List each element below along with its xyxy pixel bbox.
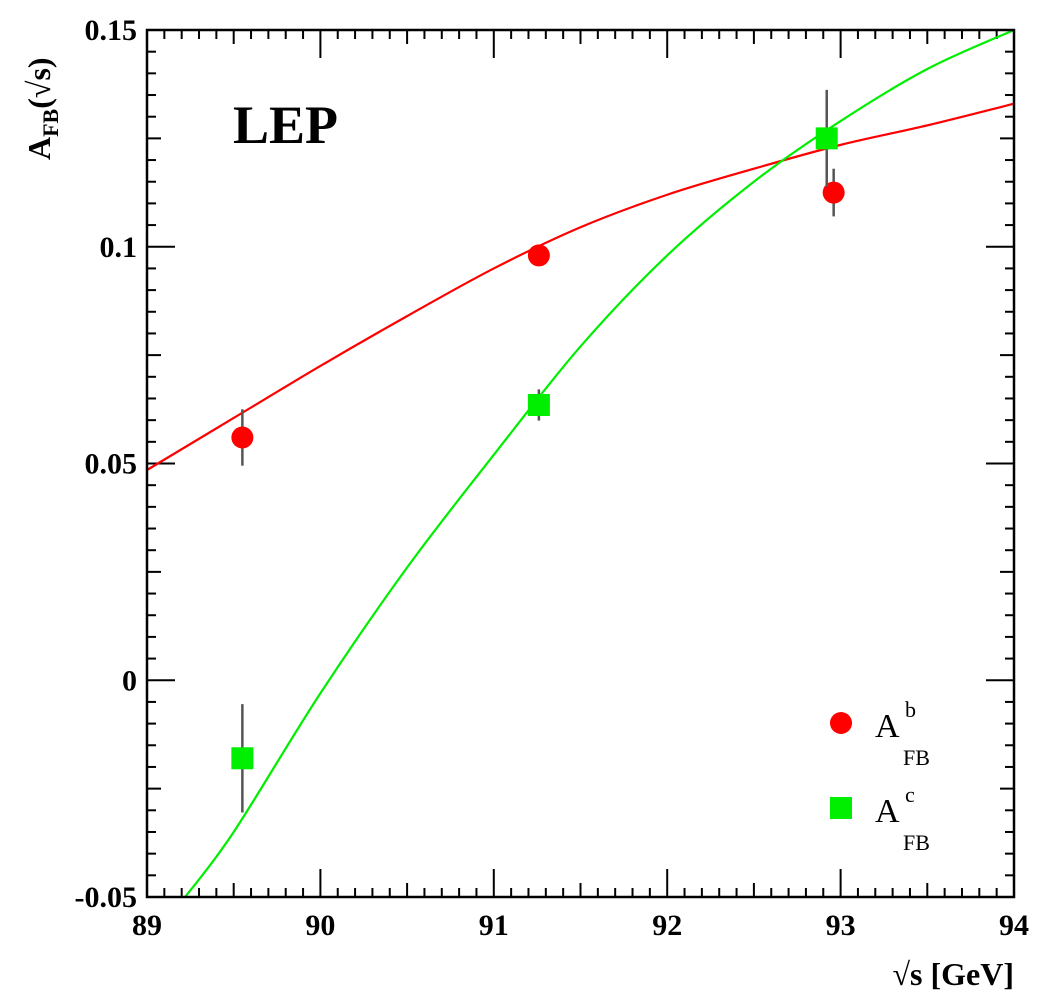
y-tick-label: -0.05 — [75, 881, 138, 914]
y-tick-label: 0.05 — [85, 448, 138, 481]
curve-b — [146, 102, 1015, 471]
svg-text:AFB(√s): AFB(√s) — [21, 57, 63, 160]
y-axis-title-suffix: (√s) — [21, 57, 57, 108]
experiment-label: LEP — [233, 95, 338, 155]
curve-c — [184, 28, 1015, 898]
x-tick-label: 92 — [652, 909, 682, 942]
y-tick-label: 0.15 — [85, 14, 138, 47]
data-point-b — [527, 244, 550, 267]
x-tick-label: 91 — [479, 909, 509, 942]
data-point-c — [815, 127, 838, 150]
x-tick-label: 89 — [132, 909, 162, 942]
y-axis-title-sub: FB — [38, 108, 63, 136]
y-tick-labels: -0.05 0 0.05 0.1 0.15 — [75, 14, 138, 914]
data-point-c — [527, 393, 550, 416]
plot-frame — [145, 28, 1016, 899]
legend-label-c-main: A — [875, 793, 900, 830]
x-tick-labels: 89 90 91 92 93 94 — [132, 909, 1029, 942]
y-tick-label: 0 — [122, 664, 137, 697]
theory-curves — [146, 28, 1015, 898]
legend-entry-b: A b FB — [830, 697, 930, 770]
legend-marker-c — [830, 797, 852, 819]
y-tick-label: 0.1 — [100, 231, 138, 264]
legend: A b FB A c FB — [830, 697, 930, 855]
data-point-b — [231, 426, 254, 449]
data-point-b — [822, 181, 845, 204]
legend-entry-c: A c FB — [830, 782, 930, 855]
legend-label-b-sub: FB — [903, 745, 930, 770]
legend-label-c-sup: c — [905, 782, 915, 807]
x-tick-label: 90 — [305, 909, 335, 942]
legend-label-b-main: A — [875, 708, 900, 745]
x-tick-label: 93 — [826, 909, 856, 942]
y-axis-title: AFB(√s) — [21, 57, 63, 160]
y-axis-title-main: A — [21, 137, 57, 160]
data-points — [231, 89, 845, 813]
data-point-c — [231, 747, 254, 770]
x-axis-title: √s [GeV] — [892, 956, 1014, 992]
legend-label-b-sup: b — [905, 697, 916, 722]
x-tick-label: 94 — [999, 909, 1029, 942]
legend-label-c-sub: FB — [903, 830, 930, 855]
legend-marker-b — [830, 712, 852, 734]
